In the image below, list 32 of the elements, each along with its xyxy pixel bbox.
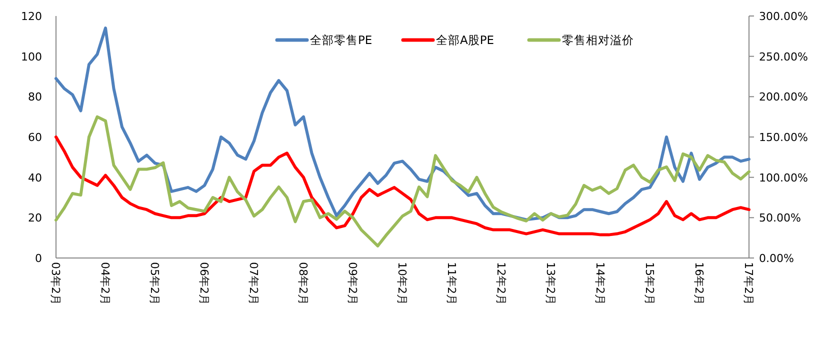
y-tick-label: 120 [21, 10, 42, 23]
legend-label: 全部零售PE [310, 33, 372, 47]
x-tick-label: 07年2月 [247, 262, 260, 305]
y-tick-label: 20 [28, 212, 42, 225]
y2-tick-label: 300.00% [759, 10, 808, 23]
x-tick-label: 12年2月 [494, 262, 508, 305]
y2-tick-label: 200.00% [759, 90, 808, 104]
x-tick-label: 06年2月 [198, 262, 210, 305]
y-tick-label: 100 [21, 50, 42, 64]
y-tick-label: 40 [28, 171, 42, 184]
x-tick-label: 08年2月 [296, 262, 310, 305]
y2-tick-label: 50.00% [759, 212, 801, 225]
x-tick-label: 09年2月 [346, 262, 359, 305]
x-tick-label: 11年2月 [445, 262, 458, 305]
x-tick-label: 10年2月 [396, 262, 408, 305]
x-tick-label: 14年2月 [594, 262, 606, 305]
y2-tick-label: 100.00% [759, 171, 808, 184]
x-tick-label: 17年2月 [742, 262, 755, 305]
y-tick-label: 60 [28, 131, 42, 144]
y2-tick-label: 150.00% [759, 131, 808, 144]
x-tick-label: 04年2月 [98, 262, 112, 305]
x-tick-label: 03年2月 [49, 262, 62, 305]
y2-tick-label: 0.00% [759, 252, 794, 265]
x-tick-label: 13年2月 [544, 262, 557, 305]
x-tick-label: 16年2月 [692, 262, 706, 305]
y-tick-label: 0 [35, 252, 42, 265]
x-tick-label: 15年2月 [643, 262, 656, 305]
legend-label: 零售相对溢价 [562, 33, 634, 47]
y-tick-label: 80 [28, 90, 42, 104]
y2-tick-label: 250.00% [759, 50, 808, 64]
legend-label: 全部A股PE [436, 33, 494, 47]
x-tick-label: 05年2月 [148, 262, 161, 305]
